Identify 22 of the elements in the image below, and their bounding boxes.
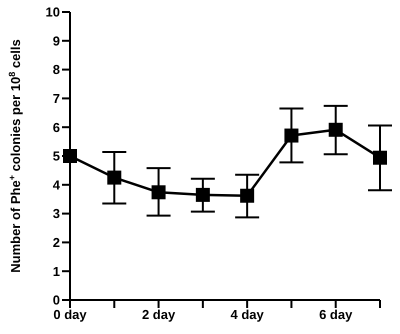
y-tick-label: 1 xyxy=(52,264,60,279)
y-tick-label: 10 xyxy=(46,4,60,20)
point xyxy=(373,150,387,165)
x-tick-label: 0 day xyxy=(53,307,88,322)
point xyxy=(152,185,166,200)
y-tick-label: 5 xyxy=(52,148,60,164)
x-tick-label: 2 day xyxy=(142,307,176,322)
y-tick-label: 9 xyxy=(52,33,60,48)
x-tick-label: 6 day xyxy=(319,307,354,322)
y-tick-label: 8 xyxy=(52,62,60,78)
y-tick-label: 6 xyxy=(52,120,60,135)
point xyxy=(284,128,298,143)
y-tick-label: 4 xyxy=(52,177,61,192)
y-tick-label: 3 xyxy=(52,206,60,222)
point xyxy=(328,122,343,137)
y-tick-label: 2 xyxy=(52,235,60,250)
y-tick-label: 0 xyxy=(52,292,60,308)
point xyxy=(196,188,210,202)
point xyxy=(240,188,254,203)
x-tick-label: 4 day xyxy=(230,307,265,322)
y-tick-label: 7 xyxy=(52,91,60,106)
point xyxy=(107,170,122,185)
